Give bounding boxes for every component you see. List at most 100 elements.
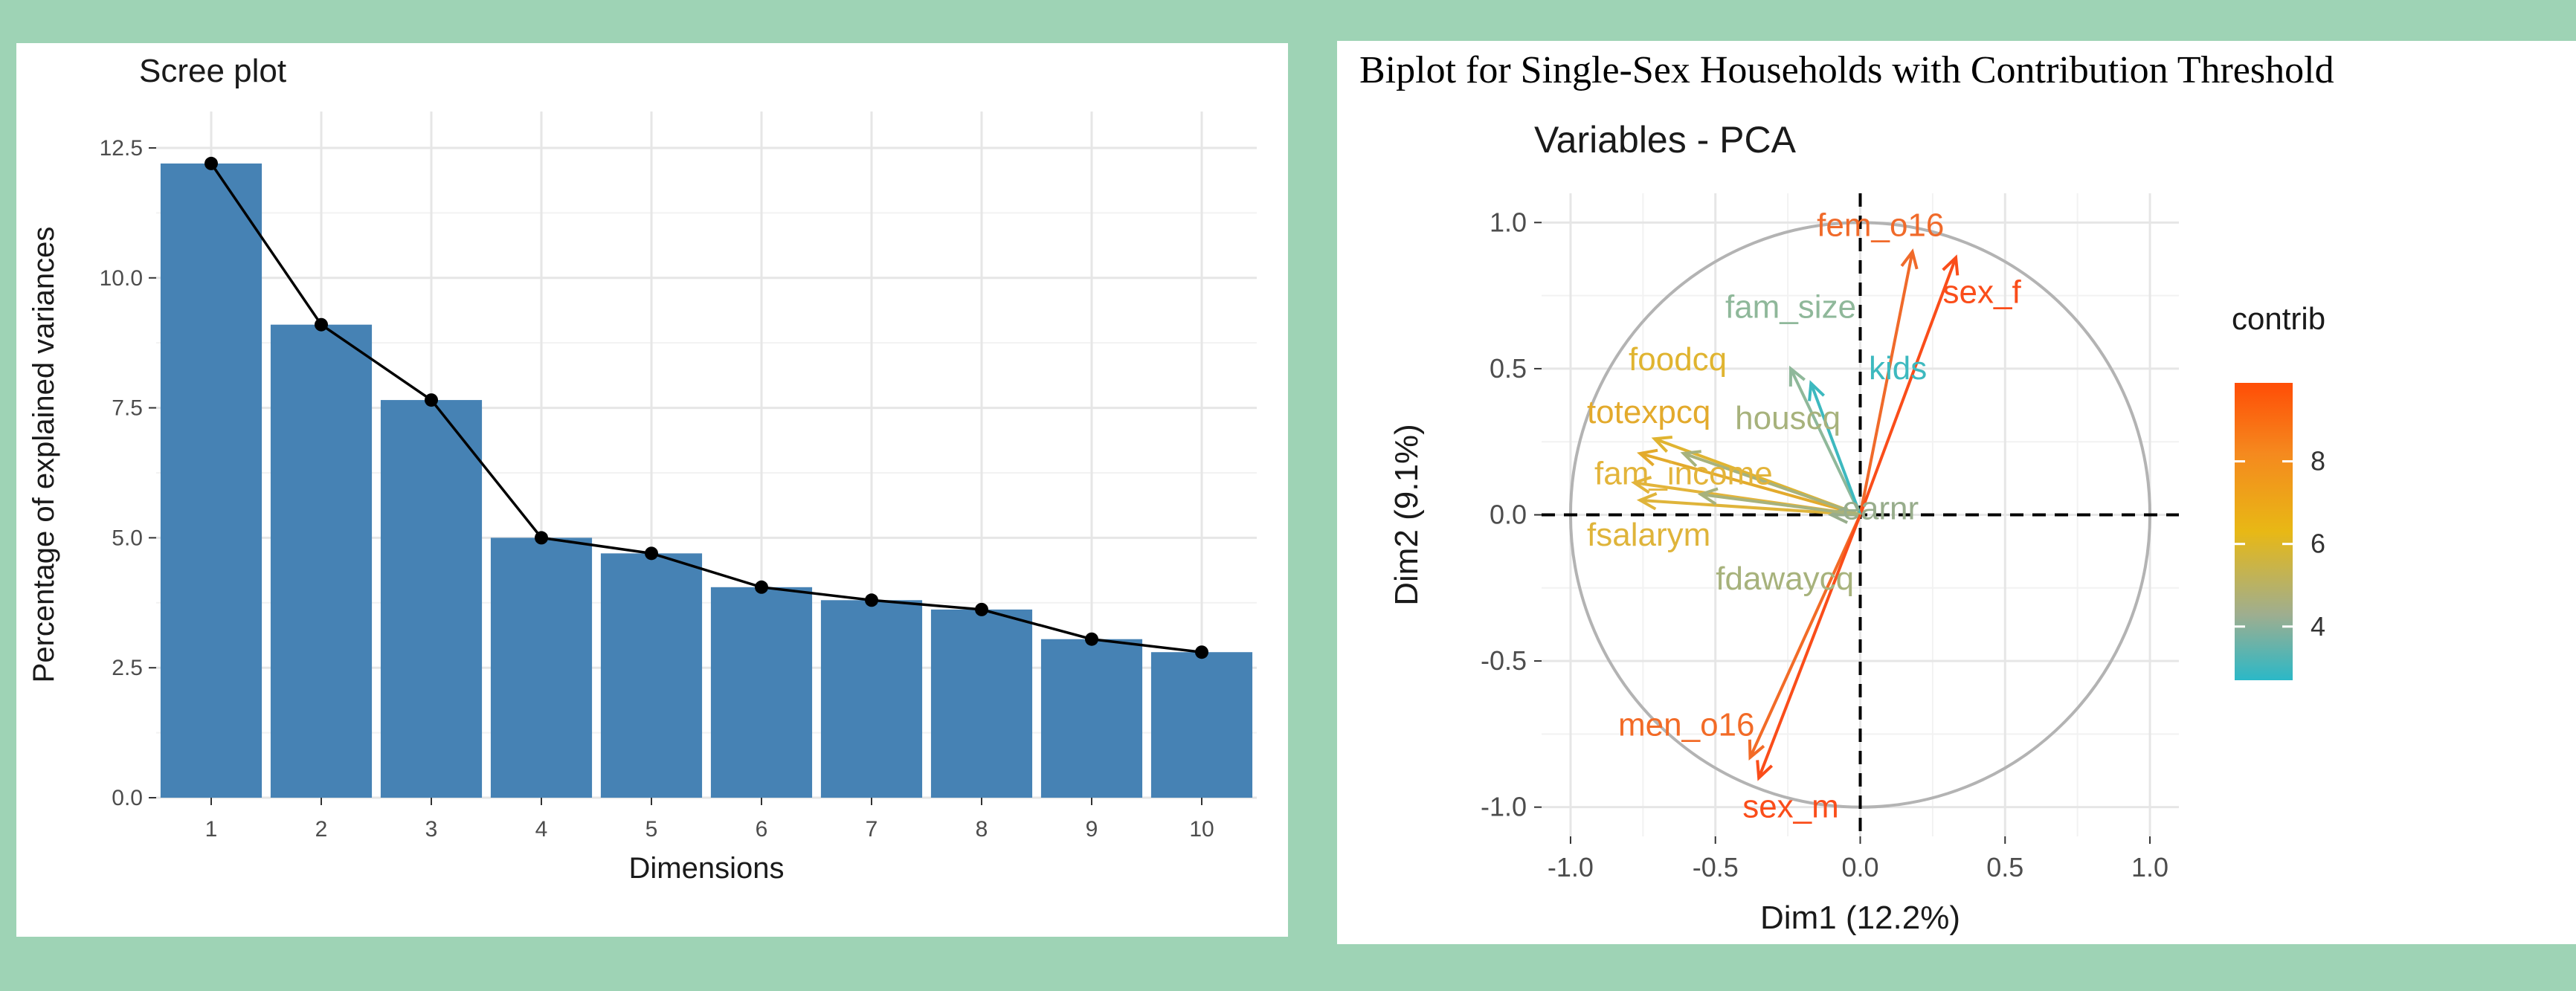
scree-x-tick-label: 5 (645, 817, 658, 842)
legend-tick-label: 6 (2311, 529, 2325, 559)
biplot-figure-title: Biplot for Single-Sex Households with Co… (1359, 49, 2334, 91)
biplot-x-tick-label: 1.0 (2131, 852, 2168, 882)
legend-colorbar (2235, 383, 2293, 680)
scree-point-3 (425, 393, 438, 407)
scree-point-9 (1085, 632, 1098, 646)
arrow-earnr-head (1827, 506, 1849, 524)
arrow-fsalarym-shaft (1640, 498, 1861, 517)
arrow-kids-head (1808, 380, 1826, 401)
label-fem_o16: fem_o16 (1817, 207, 1944, 243)
label-houscq: houscq (1735, 400, 1841, 436)
label-fam_size: fam_size (1725, 288, 1856, 325)
scree-x-tick-label: 9 (1086, 817, 1098, 842)
arrow-fam_size-shaft (1789, 368, 1862, 516)
scree-x-tick-label: 4 (535, 817, 548, 842)
biplot-y-tick-label: 0.0 (1490, 500, 1527, 530)
scree-point-2 (315, 317, 328, 332)
scree-x-tick-label: 8 (976, 817, 988, 842)
scree-bar-9 (1040, 639, 1143, 798)
label-earnr: earnr (1842, 491, 1919, 527)
scree-bar-8 (930, 609, 1033, 798)
arrow-totexpcq-shaft (1639, 452, 1861, 517)
scree-point-6 (755, 580, 768, 594)
scree-plot-panel: 0.0 2.5 5.0 7.5 10.0 12.5 1 2 3 4 5 6 7 8 9 10 Scree plo… (16, 43, 1288, 937)
biplot-x-tick-label: 0.0 (1841, 852, 1878, 882)
scree-line (210, 162, 1202, 653)
arrow-fsalarym-head (1636, 492, 1658, 511)
arrow-fdawaycq-shaft (1700, 492, 1861, 517)
biplot-x-axis-label: Dim1 (12.2%) (1760, 900, 1960, 936)
biplot-panel: Biplot for Single-Sex Households with Co… (1337, 41, 2576, 944)
scree-point-4 (535, 531, 548, 545)
scree-y-tick-label: 12.5 (100, 136, 143, 161)
scree-x-tick-label: 6 (756, 817, 768, 842)
scree-y-axis-label: Percentage of explained variances (28, 227, 60, 683)
scree-y-tick-label: 2.5 (112, 656, 143, 680)
arrow-houscq-head (1680, 450, 1701, 468)
arrow-fem_o16-head (1900, 248, 1919, 270)
scree-y-tick-label: 10.0 (100, 266, 143, 291)
arrow-sex_f-shaft (1858, 256, 1957, 516)
biplot-y-tick-label: 0.5 (1490, 353, 1527, 384)
arrow-men_o16-shaft (1748, 514, 1862, 758)
arrow-fem_o16-shaft (1858, 251, 1914, 515)
arrow-kids-shaft (1809, 382, 1862, 516)
label-foodcq: foodcq (1629, 341, 1727, 378)
scree-point-10 (1195, 645, 1208, 659)
scree-plot-title: Scree plot (139, 53, 286, 89)
arrow-men_o16-head (1748, 739, 1765, 761)
label-sex_f: sex_f (1943, 274, 2022, 311)
arrow-sex_m-head (1756, 760, 1774, 781)
biplot-y-tick-label: -0.5 (1481, 645, 1527, 676)
biplot-x-tick-label: 0.5 (1986, 852, 2023, 882)
scree-point-7 (865, 593, 878, 607)
scree-bar-4 (490, 538, 593, 798)
label-fsalarym: fsalarym (1587, 517, 1710, 553)
scree-bar-2 (270, 324, 373, 798)
scree-point-8 (975, 602, 988, 616)
arrow-fdawaycq (1697, 487, 1861, 517)
arrow-men_o16 (1748, 514, 1862, 761)
biplot-y-tick-label: -1.0 (1481, 792, 1527, 822)
label-fam_income: fam_income (1594, 455, 1773, 491)
arrow-kids (1808, 380, 1862, 516)
scree-bar-1 (160, 163, 263, 798)
scree-x-tick-label: 1 (205, 817, 218, 842)
arrow-fsalarym (1636, 492, 1861, 517)
label-sex_m: sex_m (1742, 789, 1839, 825)
label-totexpcq: totexpcq (1587, 394, 1710, 430)
arrow-sex_f-head (1942, 254, 1960, 276)
arrow-totexpcq-head (1637, 448, 1658, 467)
biplot-x-tick-label: -0.5 (1693, 852, 1739, 882)
legend-tick-label: 4 (2311, 611, 2325, 642)
scree-point-1 (205, 156, 218, 170)
arrow-houscq-shaft (1683, 452, 1861, 517)
scree-x-tick-label: 3 (425, 817, 438, 842)
legend-tick-label: 8 (2311, 446, 2325, 477)
scree-bar-7 (820, 600, 923, 798)
scree-y-tick-label: 5.0 (112, 526, 143, 550)
scree-y-tick-label: 7.5 (112, 396, 143, 421)
label-kids: kids (1869, 350, 1927, 387)
scree-bar-6 (710, 587, 813, 798)
arrow-sex_m-shaft (1757, 514, 1862, 779)
legend-title: contrib (2232, 301, 2325, 336)
scree-x-tick-label: 2 (315, 817, 328, 842)
scree-bar-5 (600, 553, 703, 798)
arrow-sex_m (1756, 514, 1862, 781)
scree-bar-3 (380, 400, 483, 798)
arrow-fdawaycq-head (1697, 487, 1719, 506)
arrow-houscq (1680, 450, 1861, 517)
arrow-fam_income-head (1631, 476, 1652, 494)
scree-x-axis-label: Dimensions (629, 852, 785, 885)
arrow-foodcq-head (1651, 435, 1673, 453)
scree-bar-10 (1150, 652, 1253, 798)
label-men_o16: men_o16 (1618, 707, 1754, 743)
scree-plot-chart: 0.0 2.5 5.0 7.5 10.0 12.5 1 2 3 4 5 6 7 8 9 10 Scree plo… (28, 53, 1257, 885)
biplot-y-axis-label: Dim2 (9.1%) (1388, 424, 1425, 606)
biplot-x-tick-label: -1.0 (1548, 852, 1594, 882)
scree-x-tick-label: 10 (1189, 817, 1214, 842)
scree-point-5 (645, 546, 658, 561)
biplot-chart: Biplot for Single-Sex Households with Co… (1359, 49, 2334, 936)
scree-x-tick-label: 7 (866, 817, 878, 842)
